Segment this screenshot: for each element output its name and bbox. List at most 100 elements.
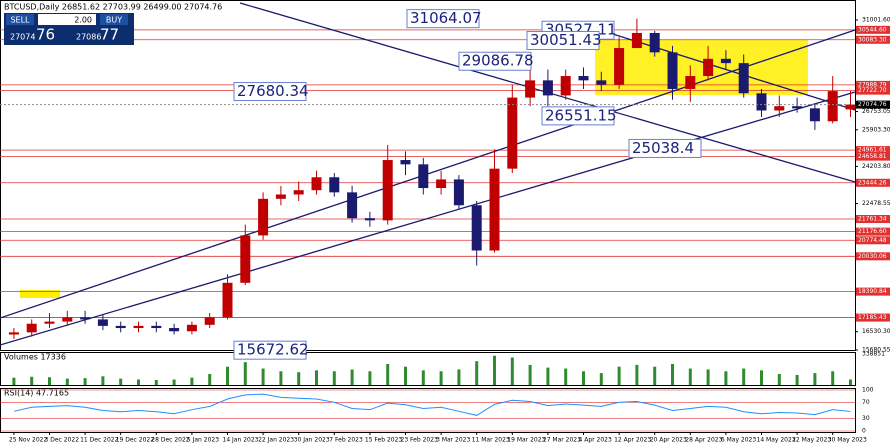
- y-tick-label: 70: [862, 399, 870, 406]
- candle-body: [631, 32, 642, 49]
- candle-body: [418, 164, 429, 189]
- x-tick-label: 20 Apr 2023: [650, 437, 687, 444]
- volume-bar: [510, 357, 514, 385]
- level-tag: [856, 80, 890, 89]
- candle-body: [845, 104, 856, 110]
- candle-body: [44, 321, 55, 324]
- volume-bar: [119, 378, 123, 385]
- volume-bar: [243, 362, 247, 385]
- zone-highlight: [595, 40, 808, 95]
- last-price-tag: [856, 100, 890, 109]
- annotation-box: [541, 106, 615, 126]
- x-tick-label: 23 Feb 2023: [401, 437, 439, 444]
- buy-button[interactable]: [100, 14, 128, 25]
- candle-body: [596, 80, 607, 85]
- candle-body: [578, 76, 589, 81]
- candle-body: [151, 325, 162, 329]
- candle-body: [97, 319, 108, 326]
- trade-panel: SELL 2.00 BUY 27074 76 27086 77: [4, 13, 134, 45]
- x-tick-label: 14 May 2023: [757, 437, 796, 444]
- candle-body: [649, 32, 660, 53]
- volume-bar: [777, 374, 781, 385]
- candle-body: [453, 179, 464, 206]
- x-tick-label: 19 Dec 2022: [116, 437, 155, 444]
- annotation-box: [233, 82, 307, 102]
- level-label: 23444.26: [858, 179, 887, 186]
- volume-bar: [261, 368, 265, 385]
- y-tick-label: 25903.30: [862, 126, 890, 133]
- annotation-box: [458, 51, 532, 71]
- level-tag: [856, 215, 890, 224]
- x-tick-label: 5 Jan 2023: [187, 437, 219, 444]
- volume-bar: [101, 376, 105, 385]
- volume-bar: [190, 377, 194, 385]
- sell-button[interactable]: [6, 14, 34, 25]
- x-tick-label: 11 Mar 2023: [472, 437, 510, 444]
- level-tag: [856, 146, 890, 155]
- x-tick-label: 28 Dec 2022: [151, 437, 190, 444]
- y-tick-label: 15680.55: [862, 347, 890, 354]
- volume-bar: [83, 378, 87, 385]
- candle-body: [809, 108, 820, 122]
- zone-highlight: [20, 290, 60, 298]
- candle-body: [685, 76, 696, 89]
- candle-body: [293, 190, 304, 195]
- volume-bar: [226, 366, 229, 385]
- x-tick-label: 27 Mar 2023: [543, 437, 581, 444]
- volume-bar: [635, 364, 639, 385]
- candle-body: [258, 198, 269, 236]
- volume-bar: [137, 379, 140, 385]
- volume-title: Volumes 17336: [4, 353, 66, 362]
- level-label: 30083.30: [858, 36, 887, 43]
- candle-body: [738, 63, 749, 94]
- candle-body: [560, 76, 571, 96]
- candle-body: [542, 80, 553, 96]
- lots[interactable]: 2.00: [74, 16, 92, 25]
- candle-body: [667, 52, 678, 89]
- y-tick-label: 100: [862, 387, 874, 394]
- volume-bar: [813, 373, 817, 385]
- volume-bar: [795, 374, 799, 385]
- volume-bar: [706, 369, 710, 385]
- sell-price: 27074: [10, 33, 35, 42]
- lots-input[interactable]: [38, 14, 96, 25]
- buy-label[interactable]: BUY: [106, 16, 122, 25]
- annotation-box: [526, 30, 600, 50]
- level-tag: [856, 86, 890, 95]
- y-tick-label: 24203.80: [862, 163, 890, 170]
- level-label: 27988.79: [858, 81, 887, 88]
- x-tick-label: 22 May 2023: [792, 437, 831, 444]
- volume-bar: [154, 379, 158, 385]
- volume-bar: [724, 371, 728, 385]
- volume-bar: [30, 376, 34, 385]
- symbol-info: BTCUSD,Daily 26851.62 27703.99 26499.00 …: [4, 3, 222, 12]
- level-tag: [856, 227, 890, 236]
- annotation: 26551.15: [545, 106, 617, 124]
- candle-body: [62, 317, 73, 322]
- level-tag: [856, 35, 890, 44]
- volume-bar: [653, 366, 657, 385]
- y-tick-label: 26753.05: [862, 108, 890, 115]
- panel-borders: [0, 0, 856, 433]
- rsi-title: RSI(14) 47.7165: [4, 389, 69, 398]
- volume-bar: [493, 355, 496, 385]
- y-tick-label: 16530.30: [862, 328, 890, 335]
- candle-body: [204, 317, 215, 325]
- candle-body: [436, 179, 447, 189]
- candle-body: [774, 106, 785, 111]
- x-tick-label: 19 Mar 2023: [507, 437, 545, 444]
- volume-bar: [564, 368, 568, 385]
- level-label: 30544.60: [858, 26, 887, 33]
- candle-body: [792, 106, 803, 109]
- candle-body: [400, 160, 411, 165]
- annotation-box: [233, 340, 307, 360]
- volume-bar: [475, 361, 479, 385]
- volume-bar: [208, 374, 212, 385]
- sell-label[interactable]: SELL: [10, 16, 30, 25]
- volume-bar: [172, 379, 176, 385]
- volume-bar: [582, 371, 585, 385]
- x-tick-label: 11 Dec 2022: [80, 437, 119, 444]
- annotation: 15672.62: [237, 341, 309, 359]
- candle-body: [827, 91, 838, 122]
